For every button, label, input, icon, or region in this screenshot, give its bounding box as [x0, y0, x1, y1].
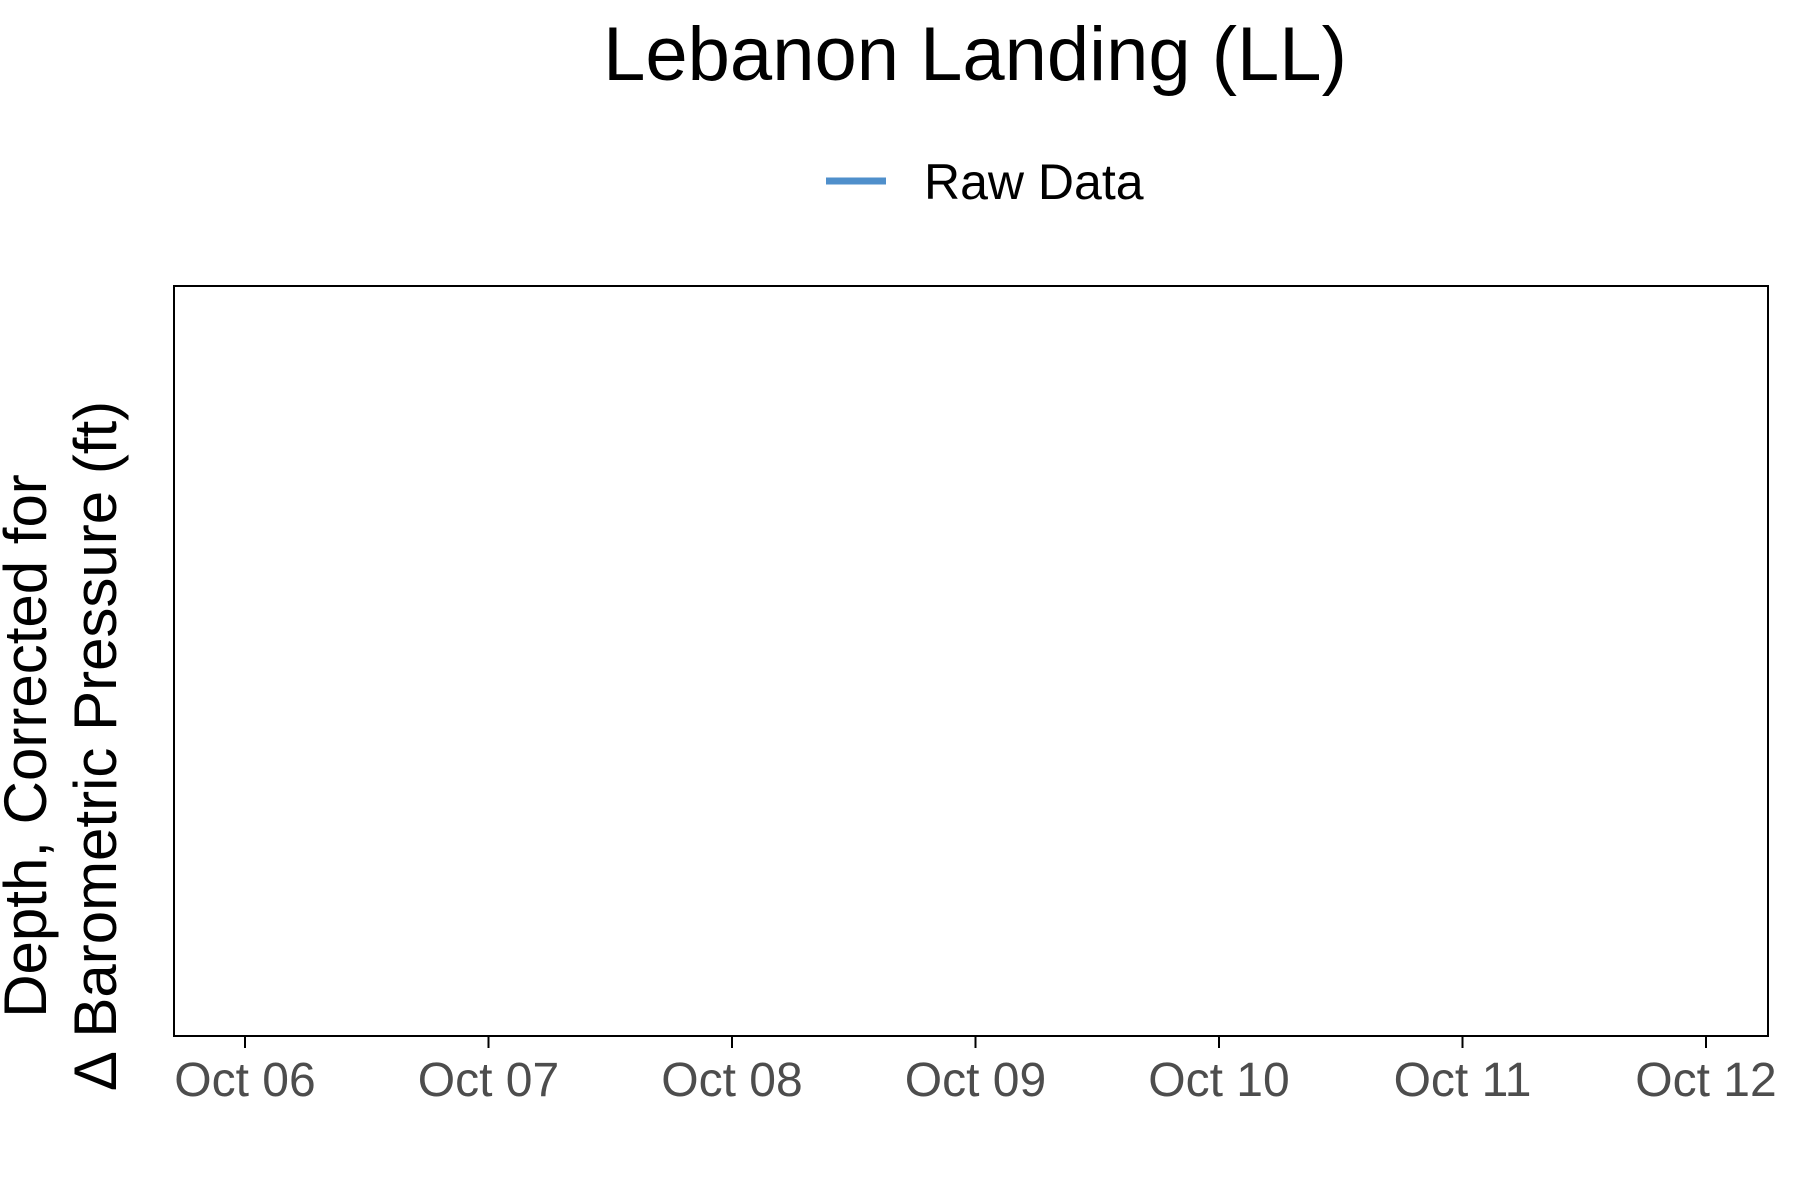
legend: Raw Data: [826, 154, 1144, 210]
x-tick-label: Oct 06: [174, 1054, 315, 1107]
x-tick-label: Oct 08: [661, 1054, 802, 1107]
plot-panel: [173, 285, 1769, 1037]
x-axis-ticks: Oct 06 Oct 07 Oct 08 Oct 09 Oct 10 Oct 11 Oct …: [174, 1036, 1777, 1107]
x-tick-label: Oct 09: [905, 1054, 1046, 1107]
x-tick-label: Oct 07: [418, 1054, 559, 1107]
x-tick-label: Oct 11: [1394, 1054, 1532, 1107]
y-axis-label-line-2: Δ Barometric Pressure (ft): [62, 401, 129, 1091]
x-tick-label: Oct 10: [1148, 1054, 1289, 1107]
x-tick-label: Oct 12: [1635, 1054, 1776, 1107]
legend-label-raw-data: Raw Data: [924, 154, 1144, 210]
y-axis-label: Depth, Corrected for Δ Barometric Pressu…: [0, 401, 129, 1091]
chart-title: Lebanon Landing (LL): [603, 12, 1347, 97]
y-axis-label-line-1: Depth, Corrected for: [0, 474, 59, 1018]
